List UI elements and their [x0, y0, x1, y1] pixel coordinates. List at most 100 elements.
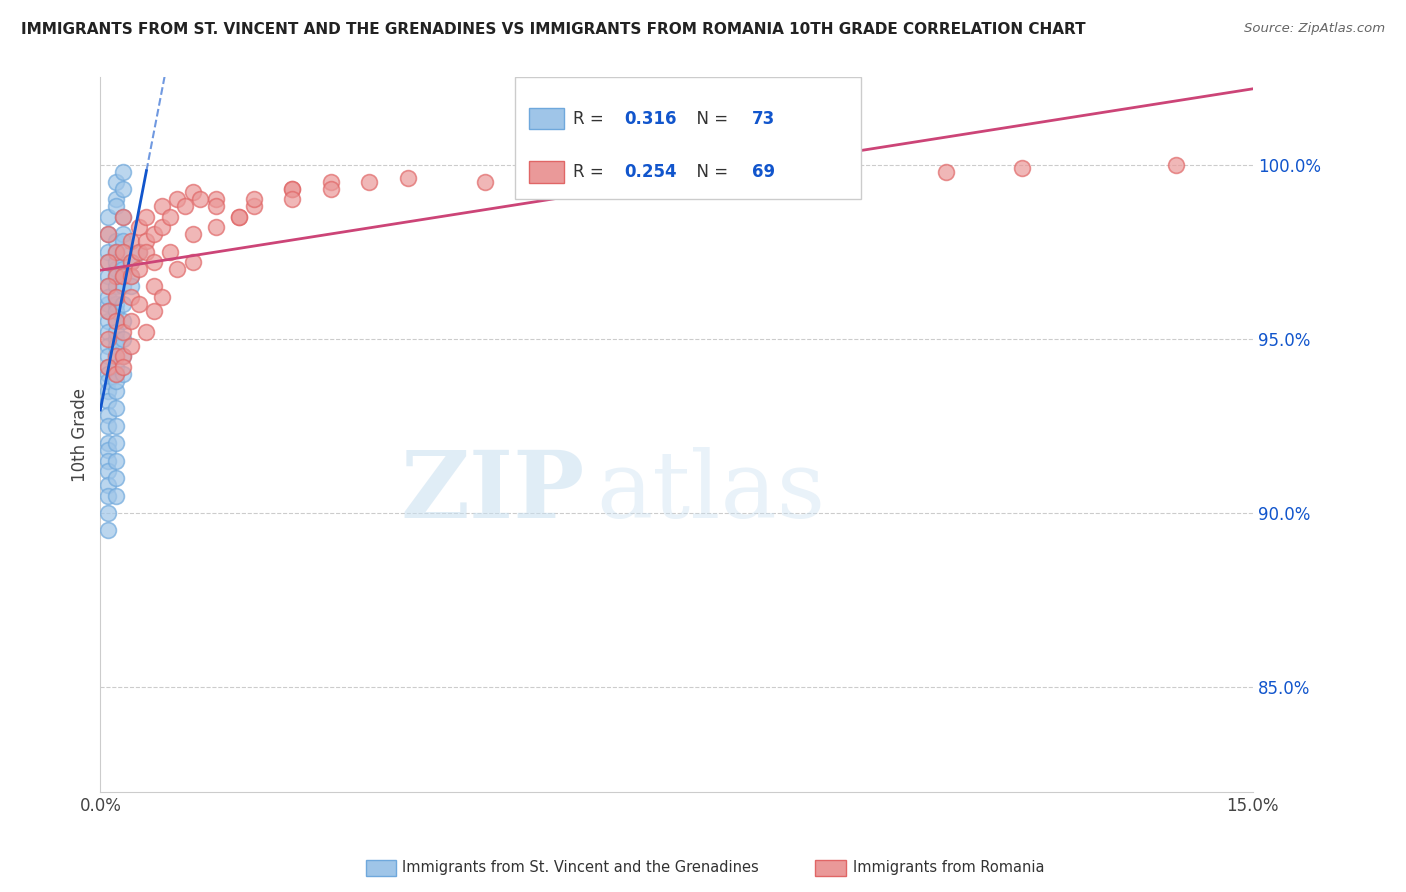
- Text: 0.316: 0.316: [624, 110, 678, 128]
- Point: [112, 367, 135, 381]
- Point: [97, 314, 120, 328]
- Point: [281, 182, 304, 196]
- Point: [120, 268, 142, 283]
- Point: [104, 255, 127, 269]
- Point: [97, 279, 120, 293]
- Point: [112, 210, 135, 224]
- Point: [104, 349, 127, 363]
- Text: Immigrants from St. Vincent and the Grenadines: Immigrants from St. Vincent and the Gren…: [402, 861, 759, 875]
- Bar: [529, 108, 564, 129]
- Point: [120, 314, 142, 328]
- Point: [204, 193, 226, 207]
- Point: [97, 349, 120, 363]
- Point: [104, 234, 127, 248]
- Point: [120, 279, 142, 293]
- Point: [166, 193, 188, 207]
- Point: [97, 325, 120, 339]
- Point: [396, 171, 419, 186]
- Point: [319, 175, 342, 189]
- Point: [104, 314, 127, 328]
- Point: [1164, 157, 1187, 171]
- Text: ZIP: ZIP: [401, 447, 585, 537]
- Point: [143, 255, 166, 269]
- Point: [128, 220, 150, 235]
- Point: [104, 401, 127, 416]
- Point: [97, 304, 120, 318]
- Point: [120, 268, 142, 283]
- Point: [112, 244, 135, 259]
- Point: [97, 268, 120, 283]
- Point: [359, 175, 381, 189]
- Point: [204, 220, 226, 235]
- Point: [97, 339, 120, 353]
- Point: [112, 227, 135, 242]
- Point: [143, 279, 166, 293]
- Point: [159, 244, 181, 259]
- Text: Immigrants from Romania: Immigrants from Romania: [853, 861, 1045, 875]
- Point: [112, 332, 135, 346]
- Point: [120, 339, 142, 353]
- Text: N =: N =: [686, 110, 733, 128]
- Point: [135, 234, 157, 248]
- Point: [704, 168, 727, 182]
- Text: R =: R =: [572, 110, 609, 128]
- Point: [97, 304, 120, 318]
- Point: [112, 262, 135, 277]
- Point: [128, 244, 150, 259]
- Point: [97, 453, 120, 467]
- Point: [181, 227, 204, 242]
- Point: [104, 374, 127, 388]
- Point: [104, 268, 127, 283]
- Point: [104, 471, 127, 485]
- Point: [181, 255, 204, 269]
- Point: [104, 339, 127, 353]
- Point: [135, 325, 157, 339]
- Point: [112, 349, 135, 363]
- Point: [112, 234, 135, 248]
- Point: [97, 443, 120, 458]
- Point: [204, 199, 226, 213]
- Point: [135, 210, 157, 224]
- Point: [112, 268, 135, 283]
- Point: [120, 255, 142, 269]
- Text: Source: ZipAtlas.com: Source: ZipAtlas.com: [1244, 22, 1385, 36]
- Text: 69: 69: [751, 163, 775, 181]
- Point: [112, 164, 135, 178]
- Point: [97, 210, 120, 224]
- Point: [97, 418, 120, 433]
- Point: [97, 464, 120, 478]
- Point: [112, 244, 135, 259]
- Point: [104, 290, 127, 304]
- Point: [97, 394, 120, 409]
- Y-axis label: 10th Grade: 10th Grade: [72, 387, 89, 482]
- Point: [104, 489, 127, 503]
- Point: [120, 255, 142, 269]
- Text: R =: R =: [572, 163, 609, 181]
- Text: 73: 73: [751, 110, 775, 128]
- Point: [281, 182, 304, 196]
- Point: [97, 374, 120, 388]
- Point: [135, 244, 157, 259]
- Point: [188, 193, 211, 207]
- Point: [97, 489, 120, 503]
- Point: [104, 290, 127, 304]
- Point: [97, 359, 120, 374]
- Point: [104, 367, 127, 381]
- Bar: [529, 161, 564, 183]
- Point: [159, 210, 181, 224]
- Point: [97, 332, 120, 346]
- Point: [112, 268, 135, 283]
- Point: [173, 199, 195, 213]
- Point: [104, 367, 127, 381]
- Point: [319, 182, 342, 196]
- Point: [228, 210, 250, 224]
- Point: [97, 255, 120, 269]
- Point: [97, 297, 120, 311]
- Point: [97, 290, 120, 304]
- Point: [120, 290, 142, 304]
- Point: [166, 262, 188, 277]
- Point: [181, 186, 204, 200]
- Point: [112, 325, 135, 339]
- Point: [97, 255, 120, 269]
- Point: [104, 279, 127, 293]
